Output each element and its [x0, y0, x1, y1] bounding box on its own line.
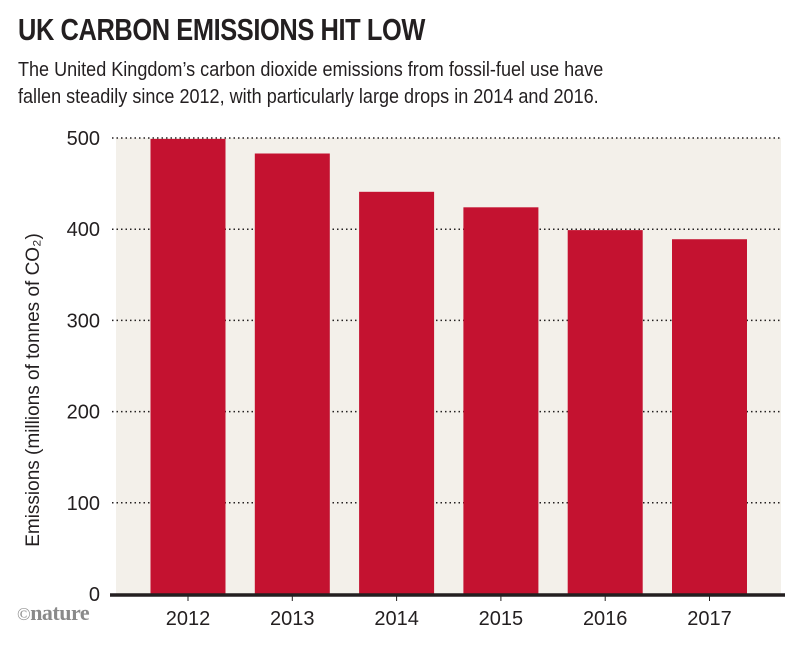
bar-2015: [463, 207, 539, 594]
y-tick-label-400: 400: [67, 219, 100, 241]
bar-2016: [567, 230, 643, 594]
x-tick-label-2016: 2016: [583, 608, 628, 630]
bars: [150, 138, 747, 595]
y-tick-label-100: 100: [67, 493, 100, 515]
bar-2013: [254, 153, 330, 594]
y-tick-label-500: 500: [67, 128, 100, 150]
brand-name: nature: [30, 600, 90, 625]
plot-background: [116, 138, 781, 594]
x-tick-label-2015: 2015: [479, 608, 524, 630]
chart-subtitle: The United Kingdom’s carbon dioxide emis…: [18, 56, 704, 110]
bar-2012: [150, 138, 226, 595]
y-ticks: 0 100 200 300 400 500: [67, 128, 100, 606]
chart-title: UK CARBON EMISSIONS HIT LOW: [18, 12, 425, 47]
y-tick-label-200: 200: [67, 402, 100, 424]
x-tick-label-2014: 2014: [374, 608, 419, 630]
x-tick-label-2017: 2017: [687, 608, 732, 630]
gridlines: [112, 137, 780, 504]
bar-2014: [359, 191, 435, 595]
x-ticks: 2012 2013 2014 2015 2016 2017: [166, 594, 732, 630]
bar-2017: [672, 239, 747, 594]
y-tick-label-300: 300: [67, 310, 100, 332]
subtitle-line-1: The United Kingdom’s carbon dioxide emis…: [18, 58, 604, 81]
nature-logo: ©nature: [17, 600, 90, 626]
subtitle-line-2: fallen steadily since 2012, with particu…: [18, 85, 599, 108]
x-tick-label-2012: 2012: [166, 608, 211, 630]
copyright-symbol: ©: [17, 604, 31, 624]
y-axis-label: Emissions (millions of tonnes of CO₂): [23, 233, 44, 547]
y-tick-label-0: 0: [89, 584, 100, 606]
x-tick-label-2013: 2013: [270, 608, 315, 630]
